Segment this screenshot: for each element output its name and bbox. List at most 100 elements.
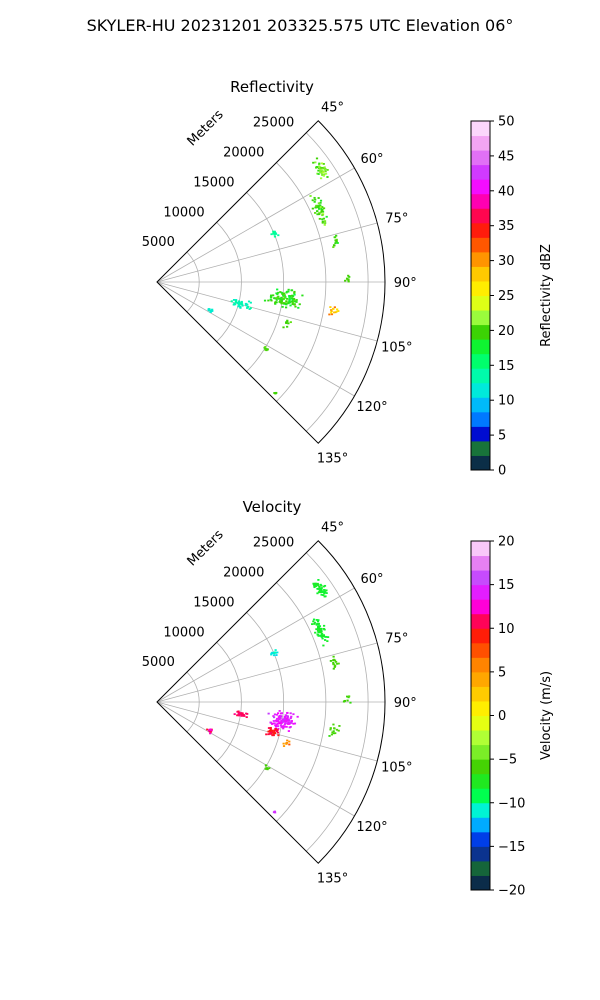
- radar-gate: [314, 198, 317, 201]
- radar-gate: [301, 294, 304, 297]
- radar-gate: [348, 276, 351, 278]
- radar-gate: [274, 302, 277, 305]
- radar-gate: [278, 714, 281, 717]
- radar-gate: [279, 717, 282, 719]
- radar-gate: [286, 711, 289, 714]
- radar-gate: [332, 659, 335, 662]
- colorbar-segment: [471, 541, 490, 557]
- radar-gate: [316, 204, 320, 207]
- radar-gate: [321, 210, 325, 213]
- radar-gate: [332, 667, 335, 670]
- radar-gate: [288, 295, 291, 297]
- colorbar-segment: [471, 164, 490, 180]
- radar-gate: [276, 717, 279, 720]
- radar-gate: [316, 592, 319, 595]
- radar-gate: [322, 594, 325, 596]
- radar-gate: [209, 309, 212, 312]
- radar-gate: [281, 718, 284, 721]
- azimuth-tick-label: 90°: [394, 696, 417, 711]
- azimuth-tick-label: 135°: [317, 872, 348, 887]
- radar-gate: [236, 714, 239, 717]
- radar-gate: [337, 310, 340, 312]
- colorbar-segment: [471, 628, 490, 644]
- radar-gate: [287, 322, 290, 325]
- radar-gate: [309, 195, 312, 197]
- colorbar-tick-label: 0: [498, 709, 506, 724]
- radar-gate: [289, 712, 292, 715]
- radar-gate: [317, 634, 320, 637]
- radar-gate: [243, 715, 246, 717]
- radar-gate: [315, 205, 318, 208]
- radar-gate: [272, 720, 275, 722]
- radar-gate: [239, 306, 242, 309]
- azimuth-tick-label: 135°: [317, 452, 348, 467]
- radar-gate: [284, 718, 287, 721]
- radar-gate: [273, 713, 277, 716]
- colorbar-segment: [471, 411, 490, 427]
- radar-gate: [321, 637, 324, 640]
- radar-gate: [284, 722, 287, 725]
- radar-gate: [316, 166, 320, 169]
- radar-gate: [337, 662, 340, 665]
- radar-gate: [321, 220, 324, 223]
- radial-tick-label: 25000: [253, 536, 294, 551]
- radar-gate: [293, 293, 296, 296]
- radar-gate: [278, 721, 281, 724]
- radar-gate: [325, 215, 328, 218]
- radar-gate: [266, 768, 269, 771]
- radar-gate: [237, 712, 241, 715]
- colorbar-segment: [471, 715, 490, 731]
- radar-gate: [318, 587, 322, 590]
- radar-gate: [319, 201, 322, 204]
- radar-gate: [246, 305, 249, 308]
- radar-gate: [276, 288, 279, 291]
- radar-gate: [234, 301, 238, 304]
- radar-gate: [245, 302, 248, 305]
- radar-gate: [268, 729, 272, 732]
- radar-gate: [269, 298, 272, 301]
- colorbar-tick-label: 45: [498, 149, 515, 164]
- radar-gates: [206, 579, 352, 814]
- radar-gate: [288, 299, 291, 302]
- radar-gate: [320, 634, 323, 637]
- radar-gate: [276, 731, 280, 734]
- radar-gate: [326, 176, 329, 178]
- radar-gate: [323, 590, 326, 593]
- radar-gate: [211, 308, 214, 311]
- radar-gate: [270, 652, 273, 655]
- radar-gate: [347, 274, 350, 277]
- radar-gate: [293, 722, 297, 725]
- radar-gate: [235, 299, 238, 301]
- radar-gate: [321, 170, 324, 173]
- radar-gate: [332, 655, 335, 658]
- radial-axis-label: Meters: [185, 527, 227, 569]
- radar-gate: [319, 211, 322, 214]
- radar-gate: [240, 713, 243, 716]
- radar-gate: [316, 620, 320, 623]
- radar-gate: [349, 701, 352, 704]
- radar-gate: [314, 582, 317, 585]
- radar-gate: [320, 210, 323, 213]
- radar-gate: [321, 214, 324, 216]
- radar-gate: [280, 725, 283, 728]
- radar-gate: [280, 302, 283, 305]
- azimuth-tick-label: 45°: [321, 520, 344, 535]
- radar-gate: [290, 297, 294, 300]
- radar-gate: [317, 173, 320, 175]
- colorbar-segment: [471, 455, 490, 471]
- azimuth-tick-label: 60°: [360, 152, 383, 167]
- radar-gate: [332, 730, 335, 733]
- radar-gate: [290, 289, 294, 292]
- radar-gate: [249, 301, 252, 304]
- radar-gate: [238, 714, 241, 717]
- radar-gate: [285, 291, 288, 294]
- colorbar-tick-label: 50: [498, 115, 515, 130]
- colorbar-segment: [471, 179, 490, 195]
- colorbar-tick-label: 15: [498, 359, 515, 374]
- radar-gate: [315, 619, 318, 621]
- radar-gate: [317, 588, 320, 590]
- radar-gate: [323, 168, 326, 171]
- radar-gate: [283, 302, 286, 305]
- azimuth-tick-label: 105°: [381, 760, 412, 775]
- radar-gate: [233, 303, 237, 306]
